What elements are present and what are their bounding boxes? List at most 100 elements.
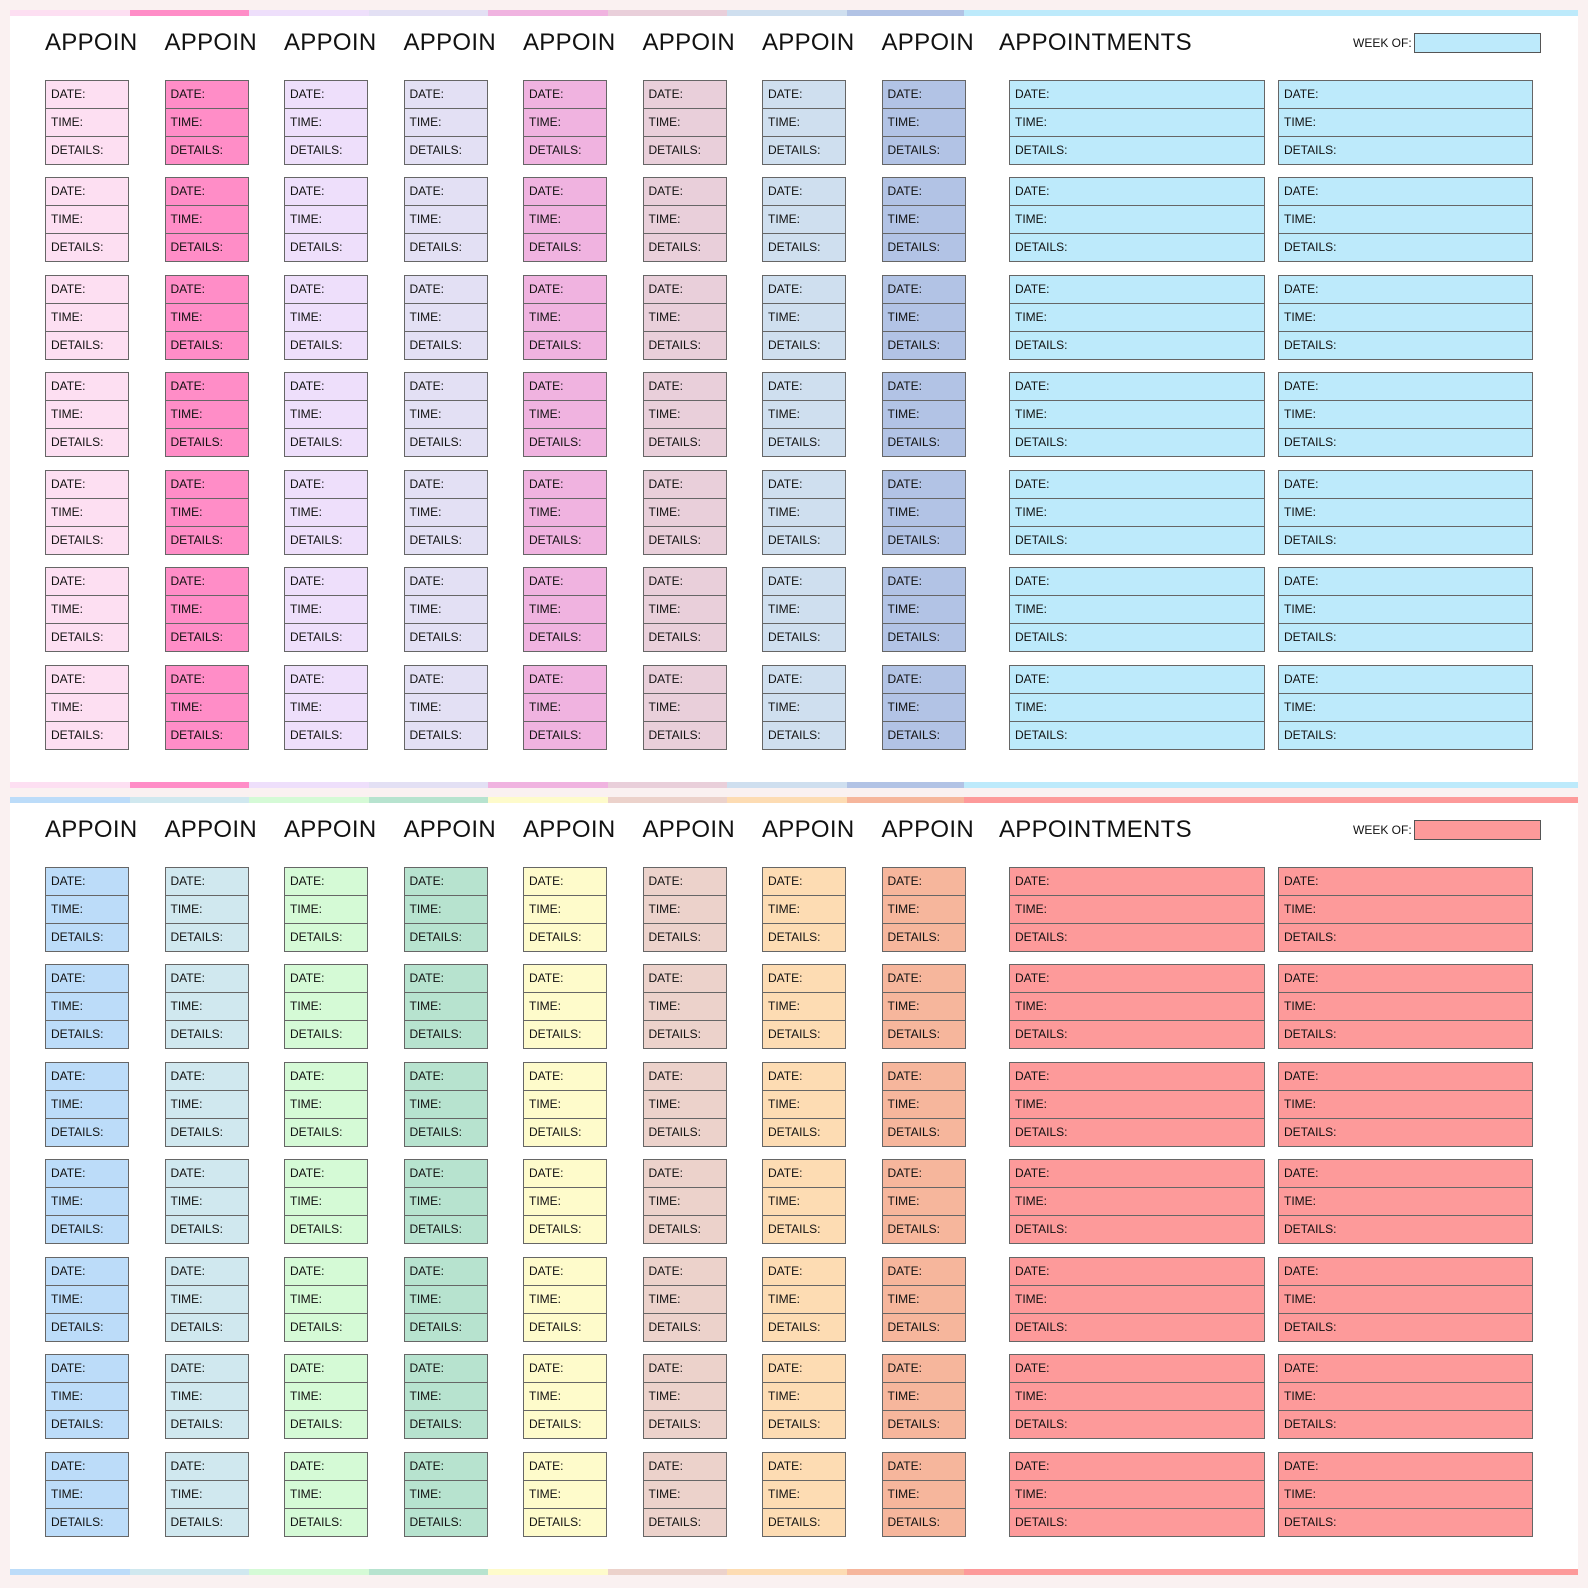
time-field[interactable]: TIME: <box>165 1286 248 1314</box>
date-field[interactable]: DATE: <box>404 1453 487 1481</box>
date-field[interactable]: DATE: <box>643 1258 726 1286</box>
date-field[interactable]: DATE: <box>524 1258 606 1286</box>
date-field[interactable]: DATE: <box>46 1160 128 1188</box>
details-field[interactable]: DETAILS: <box>529 1320 582 1334</box>
details-field[interactable]: DETAILS: <box>290 1027 343 1041</box>
time-field[interactable]: TIME: <box>46 206 128 234</box>
date-field[interactable]: DATE: <box>285 1160 367 1188</box>
date-field[interactable]: DATE: <box>165 1160 248 1188</box>
details-field[interactable]: DETAILS: <box>51 1222 104 1236</box>
details-field[interactable]: DETAILS: <box>1284 1125 1337 1139</box>
time-field[interactable]: TIME: <box>643 109 726 137</box>
details-field[interactable]: DETAILS: <box>648 630 701 644</box>
time-field[interactable]: TIME: <box>285 596 367 624</box>
details-field[interactable]: DETAILS: <box>529 1515 582 1529</box>
details-field[interactable]: DETAILS: <box>1284 1222 1337 1236</box>
details-field[interactable]: DETAILS: <box>648 1320 701 1334</box>
time-field[interactable]: TIME: <box>882 1286 965 1314</box>
date-field[interactable]: DATE: <box>1279 1160 1532 1188</box>
time-field[interactable]: TIME: <box>882 109 965 137</box>
details-field[interactable]: DETAILS: <box>290 1515 343 1529</box>
details-field[interactable]: DETAILS: <box>1015 1515 1068 1529</box>
time-field[interactable]: TIME: <box>404 1286 487 1314</box>
time-field[interactable]: TIME: <box>1279 1091 1532 1119</box>
time-field[interactable]: TIME: <box>643 304 726 332</box>
details-field[interactable]: DETAILS: <box>648 1027 701 1041</box>
date-field[interactable]: DATE: <box>285 568 367 596</box>
week-of-input[interactable] <box>1413 32 1541 53</box>
date-field[interactable]: DATE: <box>524 868 606 896</box>
time-field[interactable]: TIME: <box>763 1481 845 1509</box>
date-field[interactable]: DATE: <box>1010 373 1264 401</box>
time-field[interactable]: TIME: <box>643 1383 726 1411</box>
details-field[interactable]: DETAILS: <box>51 1125 104 1139</box>
week-of-input[interactable] <box>1413 819 1541 840</box>
time-field[interactable]: TIME: <box>285 1286 367 1314</box>
details-field[interactable]: DETAILS: <box>290 143 343 157</box>
details-field[interactable]: DETAILS: <box>170 240 223 254</box>
details-field[interactable]: DETAILS: <box>529 630 582 644</box>
details-field[interactable]: DETAILS: <box>1015 1417 1068 1431</box>
date-field[interactable]: DATE: <box>1279 1063 1532 1091</box>
date-field[interactable]: DATE: <box>1279 868 1532 896</box>
details-field[interactable]: DETAILS: <box>768 533 821 547</box>
date-field[interactable]: DATE: <box>882 471 965 499</box>
date-field[interactable]: DATE: <box>1279 666 1532 694</box>
date-field[interactable]: DATE: <box>643 666 726 694</box>
details-field[interactable]: DETAILS: <box>290 930 343 944</box>
time-field[interactable]: TIME: <box>524 1091 606 1119</box>
details-field[interactable]: DETAILS: <box>768 1515 821 1529</box>
time-field[interactable]: TIME: <box>882 206 965 234</box>
time-field[interactable]: TIME: <box>1279 993 1532 1021</box>
time-field[interactable]: TIME: <box>285 401 367 429</box>
details-field[interactable]: DETAILS: <box>290 1320 343 1334</box>
date-field[interactable]: DATE: <box>524 1355 606 1383</box>
date-field[interactable]: DATE: <box>1010 471 1264 499</box>
details-field[interactable]: DETAILS: <box>170 338 223 352</box>
details-field[interactable]: DETAILS: <box>1284 1320 1337 1334</box>
time-field[interactable]: TIME: <box>46 596 128 624</box>
time-field[interactable]: TIME: <box>165 401 248 429</box>
details-field[interactable]: DETAILS: <box>887 1417 940 1431</box>
time-field[interactable]: TIME: <box>763 1188 845 1216</box>
date-field[interactable]: DATE: <box>643 965 726 993</box>
time-field[interactable]: TIME: <box>643 1286 726 1314</box>
time-field[interactable]: TIME: <box>404 206 487 234</box>
time-field[interactable]: TIME: <box>882 694 965 722</box>
time-field[interactable]: TIME: <box>285 694 367 722</box>
details-field[interactable]: DETAILS: <box>1015 1125 1068 1139</box>
details-field[interactable]: DETAILS: <box>1284 630 1337 644</box>
details-field[interactable]: DETAILS: <box>409 1222 462 1236</box>
date-field[interactable]: DATE: <box>404 1355 487 1383</box>
details-field[interactable]: DETAILS: <box>768 1417 821 1431</box>
details-field[interactable]: DETAILS: <box>170 1515 223 1529</box>
time-field[interactable]: TIME: <box>524 993 606 1021</box>
details-field[interactable]: DETAILS: <box>529 1125 582 1139</box>
details-field[interactable]: DETAILS: <box>768 1125 821 1139</box>
details-field[interactable]: DETAILS: <box>1284 143 1337 157</box>
details-field[interactable]: DETAILS: <box>648 338 701 352</box>
date-field[interactable]: DATE: <box>643 868 726 896</box>
time-field[interactable]: TIME: <box>46 896 128 924</box>
date-field[interactable]: DATE: <box>46 965 128 993</box>
date-field[interactable]: DATE: <box>1010 1355 1264 1383</box>
time-field[interactable]: TIME: <box>1010 304 1264 332</box>
date-field[interactable]: DATE: <box>285 471 367 499</box>
date-field[interactable]: DATE: <box>1279 1258 1532 1286</box>
details-field[interactable]: DETAILS: <box>409 143 462 157</box>
date-field[interactable]: DATE: <box>404 1063 487 1091</box>
time-field[interactable]: TIME: <box>165 109 248 137</box>
details-field[interactable]: DETAILS: <box>409 533 462 547</box>
date-field[interactable]: DATE: <box>285 81 367 109</box>
details-field[interactable]: DETAILS: <box>529 338 582 352</box>
details-field[interactable]: DETAILS: <box>768 1222 821 1236</box>
date-field[interactable]: DATE: <box>524 471 606 499</box>
date-field[interactable]: DATE: <box>882 1258 965 1286</box>
time-field[interactable]: TIME: <box>404 596 487 624</box>
date-field[interactable]: DATE: <box>285 276 367 304</box>
date-field[interactable]: DATE: <box>643 178 726 206</box>
details-field[interactable]: DETAILS: <box>768 435 821 449</box>
date-field[interactable]: DATE: <box>882 965 965 993</box>
time-field[interactable]: TIME: <box>46 694 128 722</box>
time-field[interactable]: TIME: <box>763 206 845 234</box>
